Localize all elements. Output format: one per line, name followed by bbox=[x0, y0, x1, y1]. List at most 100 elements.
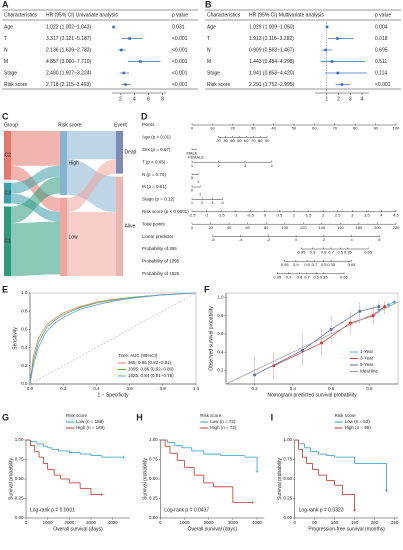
x-tick-label: 0 bbox=[25, 520, 28, 525]
scale-label: 0.05 bbox=[340, 274, 349, 279]
scale-label: 0 bbox=[264, 212, 267, 217]
scale-label: -2 bbox=[267, 237, 271, 242]
calibration-point bbox=[392, 300, 396, 304]
x-axis-label: Overall survival (days) bbox=[188, 526, 238, 532]
scale-label: 1.5 bbox=[306, 212, 312, 217]
scale-label: 0.35 bbox=[344, 250, 353, 255]
scale-label: 4 bbox=[380, 212, 383, 217]
row-label: N (p = 0.70) bbox=[142, 172, 166, 177]
x-axis-label: Progression-free survival (months) bbox=[308, 526, 385, 532]
row-label: Probability of 1825 bbox=[142, 271, 180, 276]
scale-label: 220 bbox=[393, 225, 400, 230]
scale-label: 2 bbox=[323, 237, 326, 242]
legend-title: Risk score bbox=[335, 413, 357, 418]
censor-mark bbox=[255, 469, 259, 473]
p-value: 0.018 bbox=[375, 36, 388, 42]
hr-point bbox=[120, 48, 123, 52]
node-label: C1 bbox=[5, 239, 12, 245]
p-value: <0.001 bbox=[172, 47, 188, 53]
row-label: M bbox=[207, 59, 211, 65]
scale-label: 0.9 bbox=[310, 250, 316, 255]
x-tick-label: 3000 bbox=[86, 520, 97, 525]
row-label: Linear predictor bbox=[142, 234, 174, 239]
panel-letter: C bbox=[2, 111, 9, 121]
x-tick-label: 0 bbox=[159, 520, 162, 525]
x-tick-label: 0.2 bbox=[60, 386, 67, 391]
y-tick-label: 0.00 bbox=[283, 515, 292, 520]
x-tick-label: 1000 bbox=[43, 520, 54, 525]
calibration-point bbox=[329, 327, 333, 331]
y-tick-label: 0.25 bbox=[149, 496, 158, 501]
hr-label: 4.857 (3.060−7.710) bbox=[46, 59, 92, 65]
scale-label: 0.8 bbox=[321, 250, 327, 255]
row-label: Sex (p = 0.67) bbox=[142, 147, 171, 152]
calibration-point bbox=[348, 321, 352, 325]
hr-point bbox=[122, 71, 126, 75]
scale-label: 2 bbox=[217, 163, 220, 168]
y-tick-label: 0.50 bbox=[149, 476, 158, 481]
hr-point bbox=[324, 48, 327, 52]
y-tick-label: 1.00 bbox=[283, 437, 292, 442]
x-tick-label: 1000 bbox=[179, 520, 190, 525]
scale-label: 200 bbox=[374, 225, 381, 230]
y-tick-label: 0.2 bbox=[21, 363, 28, 368]
scale-label: -2.5 bbox=[189, 212, 197, 217]
flow bbox=[67, 212, 116, 276]
row-label: Stage bbox=[4, 70, 17, 76]
scale-label: 100 bbox=[281, 225, 288, 230]
legend-title: Risk score bbox=[66, 413, 88, 418]
panel-letter: D bbox=[141, 111, 148, 121]
y-tick-label: 0.8 bbox=[217, 313, 224, 318]
x-tick-label: 0.4 bbox=[93, 386, 100, 391]
scale-label: 4 bbox=[221, 200, 224, 205]
scale-label: 20 bbox=[231, 126, 236, 131]
column-header: Event bbox=[114, 122, 127, 128]
y-tick-label: 0.50 bbox=[283, 476, 292, 481]
flow bbox=[67, 159, 116, 213]
y-tick-label: 1.0 bbox=[21, 290, 28, 295]
scale-label: 0 bbox=[295, 237, 298, 242]
p-value: 0.511 bbox=[375, 59, 387, 65]
scale-label: 20 bbox=[216, 138, 221, 143]
legend-label: Low (n = 53) bbox=[345, 419, 371, 424]
scale-label: 0.5 bbox=[321, 262, 327, 267]
panel-letter: B bbox=[205, 0, 212, 9]
roc-curve bbox=[29, 292, 197, 385]
scale-label: 0.05 bbox=[348, 262, 357, 267]
row-label: N bbox=[207, 47, 211, 53]
scale-label: 0.95 bbox=[298, 250, 307, 255]
calibration-point bbox=[386, 303, 390, 307]
y-tick-label: 1.00 bbox=[149, 437, 158, 442]
x-tick-label: 0.6 bbox=[126, 386, 133, 391]
scale-label: 1 bbox=[191, 200, 194, 205]
y-tick-label: 0.4 bbox=[217, 349, 224, 354]
annotation: Log-rank p = 0.0437 bbox=[164, 507, 209, 513]
column-header: HR (95% CI) Univariate analysis bbox=[46, 12, 118, 18]
scale-label: 4 bbox=[350, 237, 353, 242]
hr-label: 2.480 (1.907−3.224) bbox=[46, 70, 92, 76]
legend-title: Time: AUC (95%CI) bbox=[118, 353, 158, 358]
row-label: M bbox=[4, 59, 8, 65]
annotation: Log-rank p = 0.0001 bbox=[30, 507, 75, 513]
scale-label: 0.95 bbox=[273, 274, 282, 279]
row-label: Risk score bbox=[207, 82, 231, 88]
p-value: 0.695 bbox=[375, 47, 388, 53]
censor-mark bbox=[250, 500, 254, 504]
row-label: Risk score bbox=[4, 82, 28, 88]
node bbox=[116, 176, 123, 276]
p-value: <0.001 bbox=[172, 82, 188, 88]
calibration-point bbox=[371, 314, 375, 318]
hr-label: 1.022 (1.002−1.043) bbox=[46, 24, 92, 30]
hr-label: 1.443 (0.484−4.298) bbox=[249, 59, 295, 65]
calibration-point bbox=[300, 348, 304, 352]
x-tick-label: 4000 bbox=[108, 520, 119, 525]
hr-point bbox=[112, 25, 115, 29]
x-tick-label: 100 bbox=[331, 520, 339, 525]
legend-label: 1095: 0.86 (0.92−0.80) bbox=[128, 367, 174, 372]
y-tick-label: 0.75 bbox=[149, 457, 158, 462]
scale-label: 0.7 bbox=[304, 274, 310, 279]
scale-label: 1 bbox=[199, 192, 202, 197]
node-label: Low bbox=[69, 234, 79, 240]
x-tick-label: 2 bbox=[337, 96, 340, 102]
